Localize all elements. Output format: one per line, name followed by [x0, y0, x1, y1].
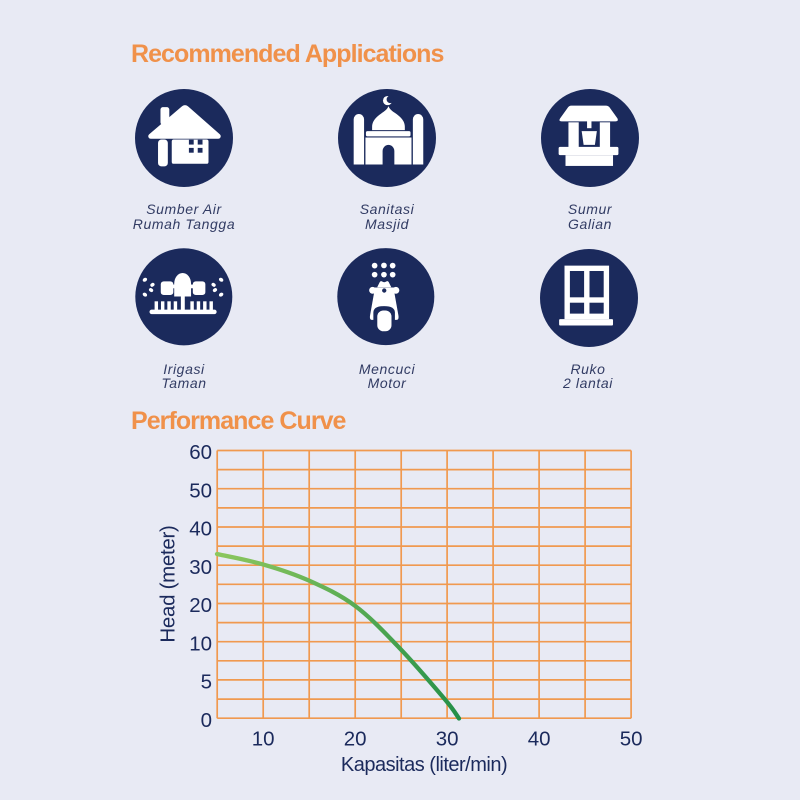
svg-text:10: 10	[252, 728, 275, 751]
svg-text:50: 50	[189, 479, 212, 502]
svg-text:10: 10	[189, 632, 212, 655]
svg-text:40: 40	[528, 728, 551, 751]
svg-text:40: 40	[189, 518, 212, 541]
svg-text:20: 20	[189, 594, 212, 617]
svg-text:50: 50	[620, 728, 643, 751]
svg-text:Head (meter): Head (meter)	[157, 525, 180, 642]
svg-text:0: 0	[201, 709, 212, 732]
svg-text:20: 20	[344, 728, 367, 751]
svg-text:30: 30	[436, 728, 459, 751]
svg-text:30: 30	[189, 556, 212, 579]
svg-text:5: 5	[201, 671, 212, 694]
svg-text:Kapasitas (liter/min): Kapasitas (liter/min)	[341, 754, 507, 776]
svg-text:60: 60	[189, 441, 212, 464]
